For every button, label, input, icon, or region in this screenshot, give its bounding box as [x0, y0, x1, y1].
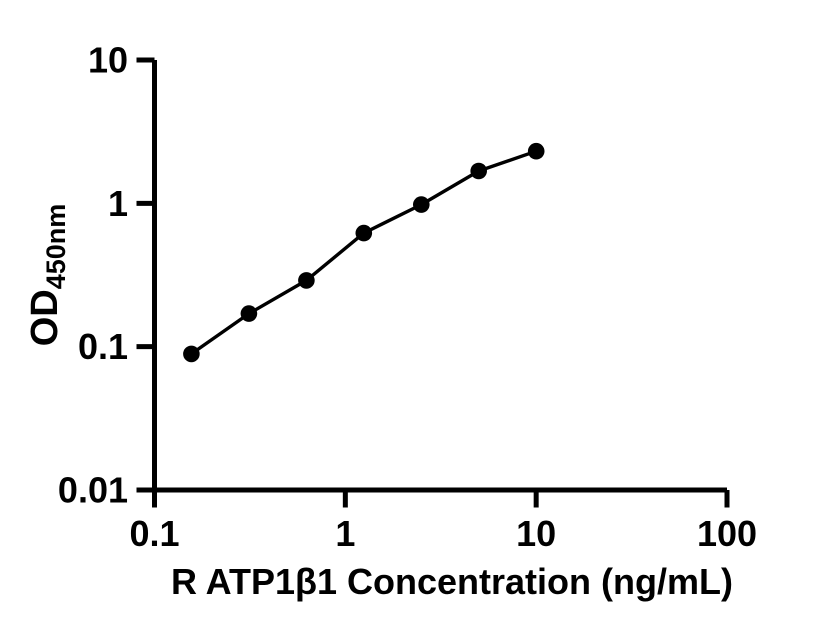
y-axis-title-main: OD	[24, 289, 66, 346]
data-point-7	[527, 142, 545, 160]
axes-frame	[152, 60, 727, 493]
y-axis-title: OD450nm	[24, 204, 71, 347]
standard-curve-line	[189, 149, 538, 356]
data-point-4	[355, 224, 373, 242]
data-point-5	[413, 196, 430, 213]
data-point-2	[240, 305, 258, 322]
y-axis-title-subscript: 450nm	[41, 204, 71, 290]
x-tick-label-10: 10	[516, 513, 556, 554]
data-point-3	[298, 272, 315, 289]
x-axis-title: R ATP1β1 Concentration (ng/mL)	[171, 561, 733, 602]
x-tick-label-0.1: 0.1	[129, 513, 179, 554]
data-point-6	[470, 162, 488, 180]
y-tick-label-1: 1	[108, 183, 128, 224]
y-tick-label-0.1: 0.1	[78, 326, 128, 367]
data-point-1	[183, 345, 200, 363]
x-tick-label-1: 1	[335, 513, 355, 554]
x-tick-label-100: 100	[697, 513, 757, 554]
y-tick-label-10: 10	[88, 40, 128, 81]
y-tick-label-0.01: 0.01	[58, 470, 128, 511]
